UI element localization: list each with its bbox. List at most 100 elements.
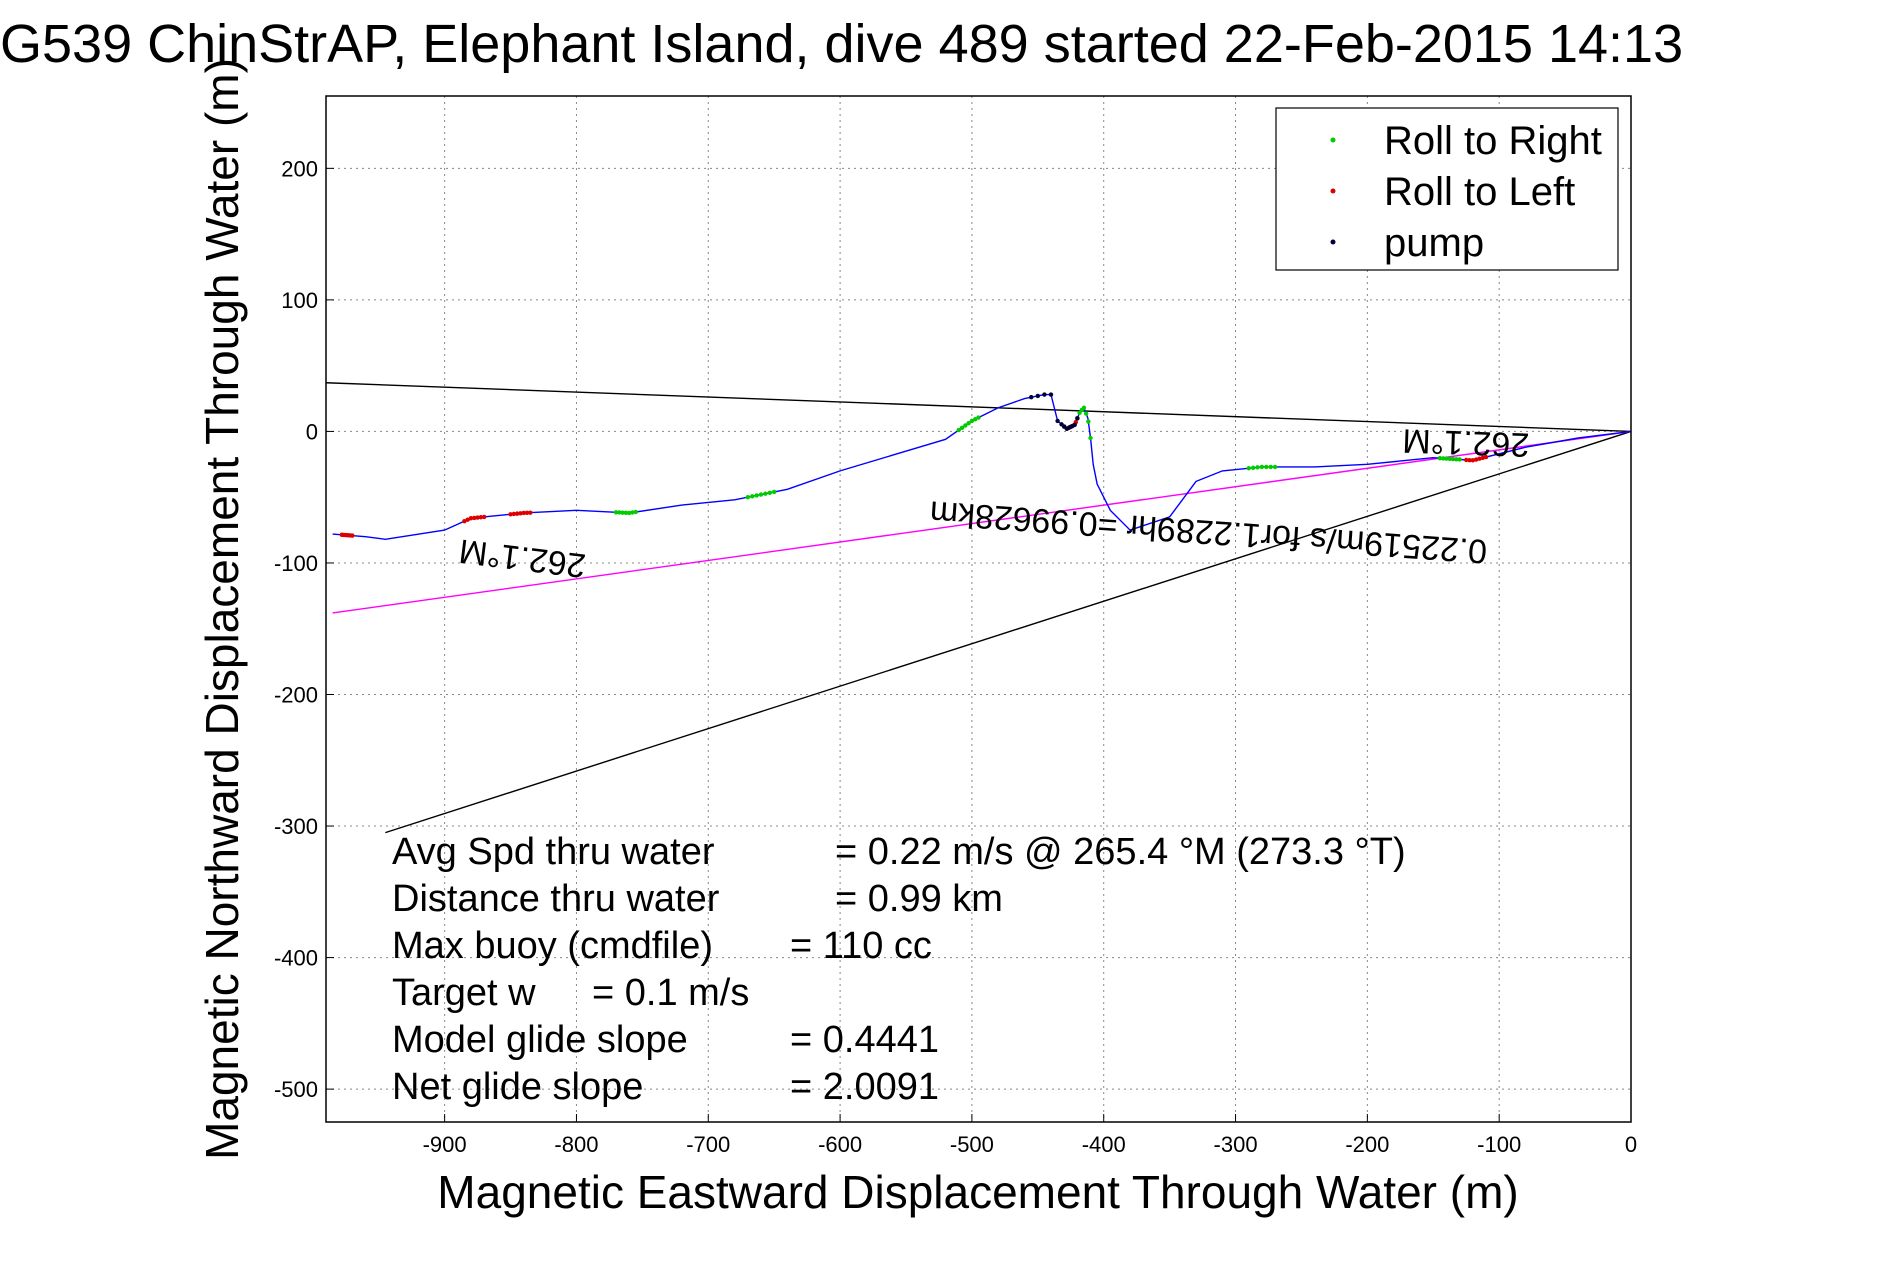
roll-right-point (620, 510, 625, 515)
pump-point (1029, 395, 1034, 400)
pump-point (1035, 393, 1041, 399)
y-tick-label: -300 (274, 814, 318, 839)
roll-right-point (754, 493, 759, 498)
stat-value: = 2.0091 (790, 1066, 939, 1108)
y-tick-label: 100 (281, 288, 318, 313)
x-tick-label: -900 (423, 1132, 467, 1157)
stat-value: = 0.1 m/s (592, 972, 749, 1014)
x-tick-label: -400 (1082, 1132, 1126, 1157)
roll-left-point (472, 515, 477, 521)
roll-left-point (1483, 454, 1489, 460)
legend-label: Roll to Left (1384, 170, 1575, 214)
y-tick-label: -100 (274, 551, 318, 576)
roll-left-point (1467, 457, 1472, 463)
roll-right-point (630, 510, 635, 515)
roll-right-point (1268, 464, 1273, 470)
roll-right-point (956, 427, 961, 433)
roll-left-point (478, 515, 484, 520)
stats-annotations: Avg Spd thru water = 0.22 m/s @ 265.4 °M … (392, 831, 1406, 1108)
roll-right-point (1447, 456, 1452, 462)
roll-left-point (514, 511, 520, 516)
roll-left-point (528, 510, 533, 515)
roll-right-point (750, 494, 755, 499)
roll-left-point (1480, 455, 1485, 461)
legend-label: pump (1384, 221, 1484, 265)
roll-right-point (1272, 464, 1278, 470)
roll-left-point (481, 514, 487, 520)
x-tick-label: -200 (1345, 1132, 1389, 1157)
x-tick-labels: -900 -800 -700 -600 -500 -400 -300 -200 -100 0 (423, 1132, 1638, 1157)
y-axis-label: Magnetic Northward Displacement Through … (196, 58, 248, 1160)
x-tick-label: -700 (686, 1132, 730, 1157)
roll-right-point (966, 421, 971, 426)
stat-label: Max buoy (cmdfile) (392, 925, 713, 967)
roll-right-point (767, 490, 772, 496)
y-tick-label: -400 (274, 946, 318, 971)
roll-left-point (524, 510, 530, 516)
x-tick-label: -100 (1477, 1132, 1521, 1157)
roll-right-point (1437, 455, 1443, 461)
roll-right-point (1457, 457, 1462, 462)
legend-label: Roll to Right (1384, 119, 1602, 163)
y-tick-label: -200 (274, 683, 318, 708)
reference-lines (325, 382, 1632, 834)
roll-right-point (623, 510, 629, 516)
roll-left-point (350, 533, 355, 538)
onplot-label: 262.1°M (1402, 421, 1530, 463)
y-tick-label: 0 (306, 419, 318, 444)
stat-label: Net glide slope (392, 1066, 643, 1108)
legend-marker (1330, 188, 1336, 194)
roll-right-point (1246, 466, 1251, 471)
roll-right-point (976, 415, 981, 420)
stat-value: = 0.4441 (790, 1019, 939, 1061)
roll-left-point (1464, 457, 1469, 463)
y-tick-label: 200 (281, 156, 318, 181)
roll-left-point (465, 517, 470, 522)
roll-right-point (1454, 457, 1459, 462)
roll-right-point (1259, 464, 1265, 470)
roll-right-point (1083, 411, 1089, 416)
stat-value: = 0.22 m/s @ 265.4 °M (273.3 °T) (835, 831, 1406, 873)
roll-right-point (617, 510, 622, 515)
legend-marker (1330, 137, 1336, 143)
y-tick-label: -500 (274, 1077, 318, 1102)
roll-left-point (475, 515, 480, 520)
roll-left-point (468, 516, 474, 521)
roll-right-point (1444, 456, 1449, 461)
roll-right-point (771, 489, 777, 495)
stat-label: Avg Spd thru water (392, 831, 715, 873)
roll-right-point (745, 494, 751, 500)
stat-value: = 110 cc (790, 925, 932, 967)
roll-right-point (758, 492, 764, 497)
onplot-labels: 262.1°M0.2251​9m/s for1.2289hr =0.9962​8… (457, 421, 1530, 584)
roll-right-point (963, 423, 968, 428)
chart-title: G539 ChinStrAP, Elephant Island, dive 48… (0, 14, 1683, 74)
roll-right-point (1250, 465, 1256, 471)
roll-markers (339, 392, 1489, 538)
plot-frame (325, 95, 1632, 1123)
roll-right-point (1086, 419, 1091, 424)
pump-point (1048, 392, 1054, 397)
stat-label: Model glide slope (392, 1019, 688, 1061)
roll-right-point (1450, 456, 1456, 462)
roll-right-point (1088, 435, 1093, 441)
roll-right-point (613, 510, 619, 515)
net-displacement-line (332, 430, 1632, 614)
heading-line-lower (385, 430, 1632, 834)
grid (326, 96, 1632, 1122)
roll-right-point (633, 509, 638, 515)
roll-right-point (973, 417, 978, 422)
stat-value: = 0.99 km (835, 878, 1003, 920)
pump-point (1055, 418, 1060, 424)
roll-left-point (462, 518, 467, 524)
pump-point (1072, 422, 1077, 428)
roll-right-point (763, 491, 768, 496)
roll-left-point (518, 511, 523, 516)
roll-left-point (1477, 456, 1482, 461)
roll-right-point (1255, 465, 1260, 470)
y-tick-labels: 200 100 0 -100 -200 -300 -400 -500 (274, 156, 318, 1102)
roll-left-point (521, 510, 526, 516)
roll-left-point (1470, 458, 1476, 463)
stat-label: Target w (392, 972, 536, 1014)
